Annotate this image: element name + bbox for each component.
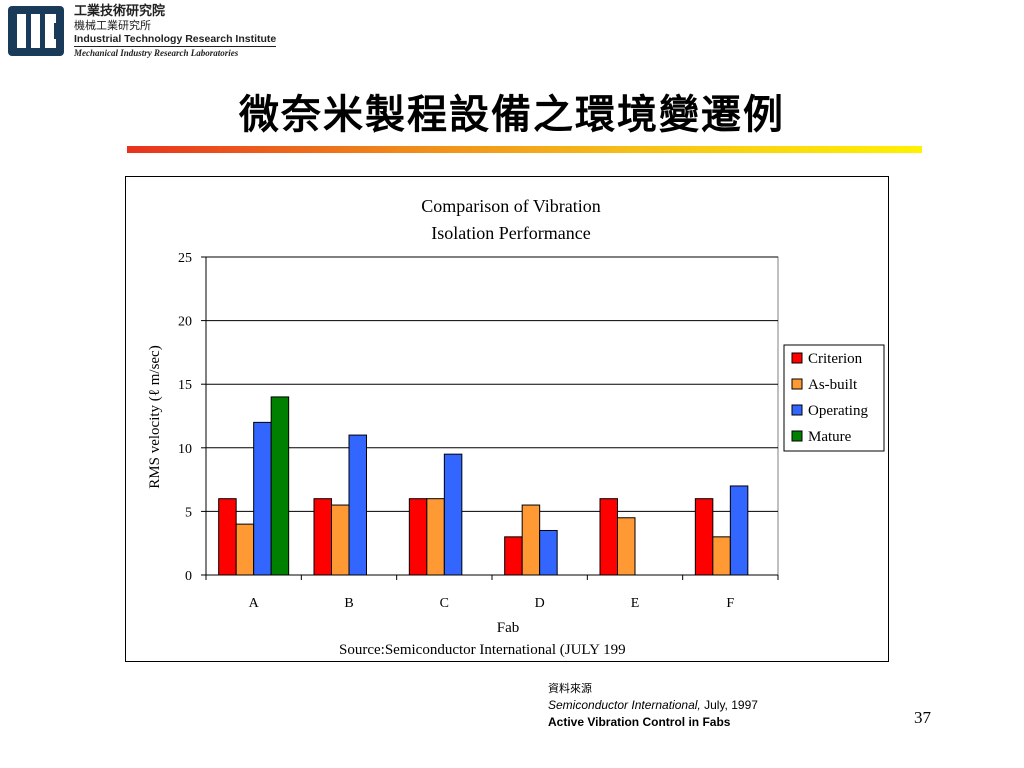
y-tick-label: 5 [185, 505, 192, 520]
x-tick-label: E [631, 596, 640, 611]
source-label: 資料來源 [548, 682, 592, 695]
legend-label: Mature [808, 429, 852, 445]
y-tick-label: 0 [185, 569, 192, 584]
bar-operating-a [253, 421, 272, 576]
slide-title: 微奈米製程設備之環境變遷例 [239, 91, 785, 138]
source-date: July, 1997 [700, 698, 758, 712]
x-tick-label: D [535, 596, 545, 611]
y-tick-label: 20 [178, 315, 192, 330]
bar-as-built-d [521, 504, 541, 576]
bar-operating-d [539, 529, 558, 576]
x-tick-label: B [344, 596, 353, 611]
vibration-chart: 0 5 10 15 20 25 A B C D E F Comparison of Vibration… [147, 196, 885, 658]
chart-legend: Criterion As-built Operating Mature [783, 344, 885, 452]
x-tick-label: C [440, 596, 449, 611]
bar-mature-a [270, 396, 290, 576]
legend-label: As-built [808, 377, 858, 393]
bar-criterion-d [504, 536, 523, 576]
org-name-en: Industrial Technology Research Institute [74, 33, 277, 47]
legend-swatch [791, 430, 803, 442]
org-subname-cn: 機械工業研究所 [74, 19, 151, 32]
source-publication: Semiconductor International, [548, 698, 701, 712]
source-article: Active Vibration Control in Fabs [548, 715, 731, 729]
bar-as-built-c [426, 498, 445, 576]
organization-header: 工業技術研究院 機械工業研究所 Industrial Technology Re… [74, 4, 277, 59]
bar-as-built-a [235, 523, 255, 576]
x-axis-label: Fab [497, 620, 520, 636]
chart-footnote: Source:Semiconductor International (JULY… [339, 642, 626, 658]
bar-operating-f [729, 485, 749, 576]
source-citation: 資料來源 Semiconductor International, July, … [548, 681, 758, 731]
chart-frame: 0 5 10 15 20 25 A B C D E F Comparison of Vibration… [125, 176, 889, 662]
itri-logo [8, 6, 64, 56]
org-subname-en: Mechanical Industry Research Laboratorie… [74, 48, 239, 58]
x-tick-label: F [726, 596, 734, 611]
source-publication-line: Semiconductor International, July, 1997 [548, 697, 758, 713]
y-tick-label: 25 [178, 251, 192, 266]
chart-title-line-1: Comparison of Vibration [421, 196, 601, 216]
bar-criterion-a [218, 498, 237, 576]
bar-as-built-f [712, 536, 731, 576]
title-underline-bar [127, 146, 922, 153]
bar-as-built-b [331, 504, 350, 576]
legend-swatch [791, 378, 803, 390]
y-tick-label: 10 [178, 442, 192, 457]
legend-swatch [791, 404, 803, 416]
x-tick-label: A [249, 596, 260, 611]
y-tick-label: 15 [178, 378, 192, 393]
page-number: 37 [914, 708, 931, 727]
legend-swatch [791, 352, 803, 364]
bar-as-built-e [617, 517, 636, 576]
bar-operating-b [348, 434, 367, 576]
y-axis-label: RMS velocity (ℓ m/sec) [147, 345, 163, 488]
chart-title-line-2: Isolation Performance [431, 223, 590, 243]
bar-criterion-c [408, 498, 428, 576]
legend-label: Criterion [808, 351, 863, 367]
plot-area [205, 256, 779, 576]
bar-criterion-e [599, 498, 618, 576]
bar-criterion-f [694, 498, 714, 576]
bar-operating-c [443, 453, 463, 576]
legend-label: Operating [808, 403, 868, 419]
org-name-cn: 工業技術研究院 [74, 4, 166, 19]
bar-criterion-b [313, 498, 332, 576]
